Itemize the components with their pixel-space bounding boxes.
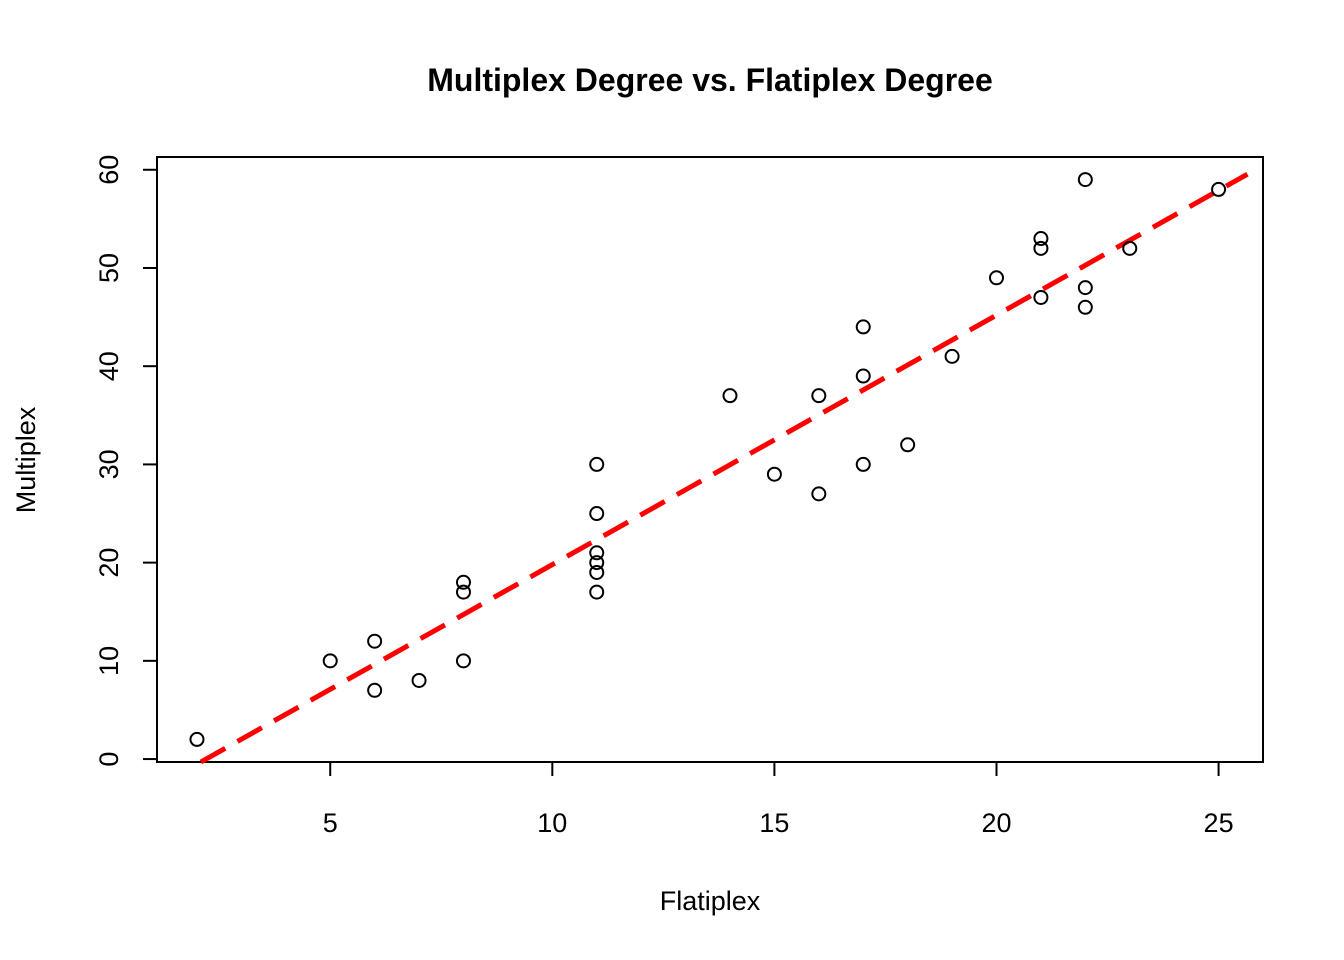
- data-point: [811, 486, 827, 502]
- y-tick-label: 40: [94, 351, 124, 381]
- data-point: [1122, 240, 1138, 256]
- x-tick-label: 10: [537, 808, 567, 838]
- data-point: [411, 672, 427, 688]
- data-point: [722, 388, 738, 404]
- y-tick-label: 0: [94, 752, 124, 767]
- data-point: [988, 270, 1004, 286]
- data-point: [589, 584, 605, 600]
- points-layer: [189, 172, 1227, 747]
- data-point: [589, 564, 605, 580]
- y-axis-label: Multiplex: [11, 406, 41, 513]
- data-point: [1033, 231, 1049, 247]
- y-tick-label: 50: [94, 253, 124, 283]
- x-tick-label: 20: [981, 808, 1011, 838]
- fit-line-layer: [199, 171, 1249, 765]
- data-point: [1077, 280, 1093, 296]
- regression-line: [199, 171, 1249, 765]
- data-point: [1077, 172, 1093, 188]
- y-tick-label: 10: [94, 646, 124, 676]
- y-axis: 0 10 20 30 40 50 60: [94, 155, 158, 767]
- data-point: [589, 555, 605, 571]
- data-point: [455, 653, 471, 669]
- y-tick-label: 60: [94, 155, 124, 185]
- data-point: [589, 545, 605, 561]
- data-point: [855, 319, 871, 335]
- data-point: [900, 437, 916, 453]
- data-point: [1033, 240, 1049, 256]
- x-axis-label: Flatiplex: [660, 886, 761, 916]
- data-point: [766, 466, 782, 482]
- data-point: [189, 731, 205, 747]
- data-point: [811, 388, 827, 404]
- data-point: [1077, 299, 1093, 315]
- data-point: [944, 348, 960, 364]
- data-point: [367, 682, 383, 698]
- data-point: [367, 633, 383, 649]
- data-point: [1033, 289, 1049, 305]
- chart-title: Multiplex Degree vs. Flatiplex Degree: [427, 62, 993, 98]
- data-point: [322, 653, 338, 669]
- data-point: [589, 456, 605, 472]
- data-point: [455, 584, 471, 600]
- data-point: [1211, 181, 1227, 197]
- data-point: [589, 506, 605, 522]
- y-tick-label: 20: [94, 548, 124, 578]
- x-tick-label: 5: [323, 808, 338, 838]
- plot-frame: [156, 156, 1264, 763]
- x-tick-label: 25: [1204, 808, 1234, 838]
- x-tick-label: 15: [759, 808, 789, 838]
- data-point: [455, 574, 471, 590]
- y-tick-label: 30: [94, 449, 124, 479]
- data-point: [855, 456, 871, 472]
- data-point: [855, 368, 871, 384]
- x-axis: 5 10 15 20 25: [323, 761, 1234, 838]
